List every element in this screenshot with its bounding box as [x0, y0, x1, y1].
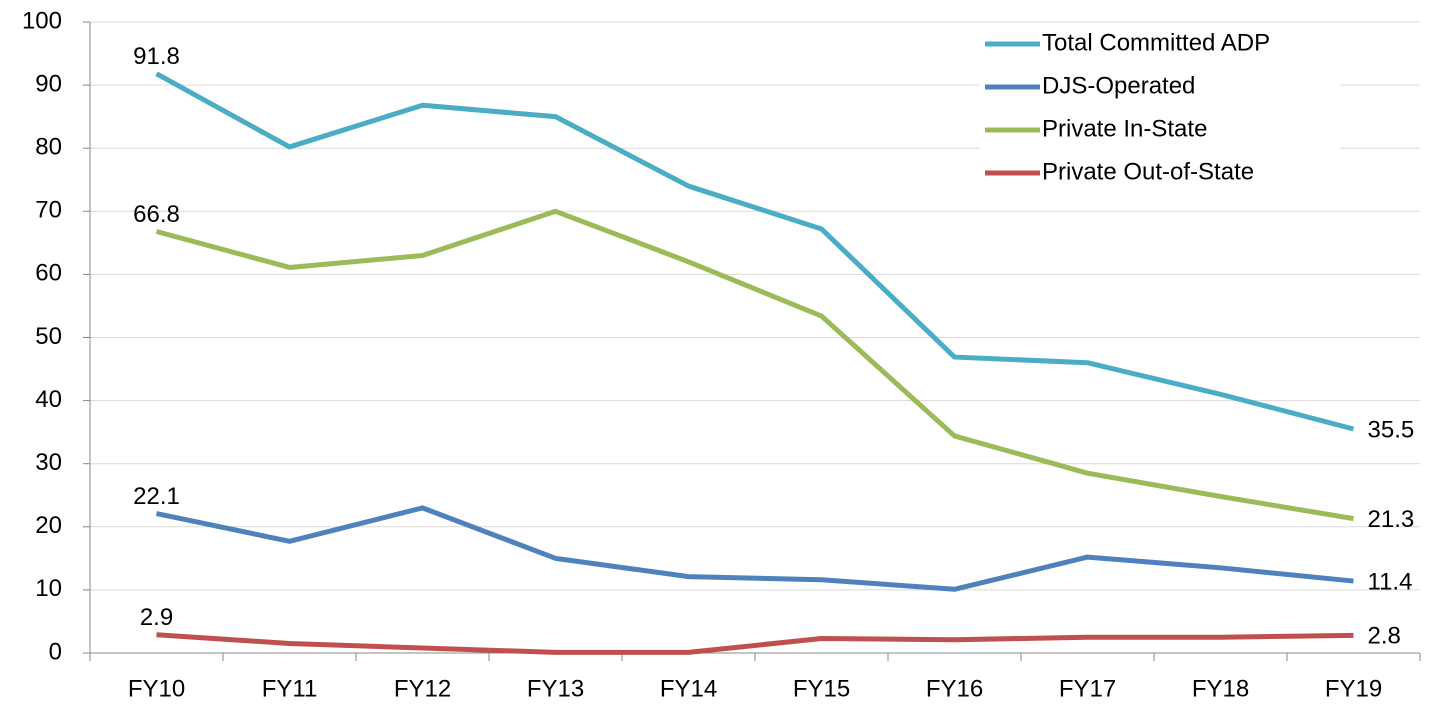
data-label: 35.5 — [1368, 416, 1415, 443]
y-tick-label: 0 — [49, 638, 62, 665]
x-tick-label: FY12 — [394, 675, 451, 702]
data-label: 22.1 — [133, 483, 180, 510]
legend-label: DJS-Operated — [1042, 72, 1195, 99]
y-tick-label: 80 — [35, 134, 62, 161]
legend-label: Private Out-of-State — [1042, 158, 1254, 185]
x-tick-label: FY17 — [1059, 675, 1116, 702]
x-tick-label: FY10 — [128, 675, 185, 702]
y-tick-label: 10 — [35, 575, 62, 602]
y-tick-label: 70 — [35, 197, 62, 224]
line-series — [155, 505, 1354, 592]
data-label: 11.4 — [1368, 568, 1413, 595]
y-tick-label: 60 — [35, 260, 62, 287]
legend-label: Total Committed ADP — [1042, 29, 1270, 56]
x-tick-label: FY11 — [262, 675, 318, 702]
x-tick-label: FY13 — [527, 675, 584, 702]
data-label: 2.8 — [1368, 623, 1401, 650]
y-tick-label: 100 — [22, 7, 62, 34]
legend-label: Private In-State — [1042, 115, 1207, 142]
x-tick-label: FY16 — [926, 675, 983, 702]
line-series — [155, 208, 1354, 522]
data-label: 2.9 — [140, 604, 173, 631]
line-series — [156, 632, 1354, 655]
data-label: 66.8 — [133, 201, 180, 228]
data-label: 21.3 — [1368, 506, 1415, 533]
y-tick-label: 20 — [35, 512, 62, 539]
x-tick-label: FY19 — [1325, 675, 1382, 702]
y-tick-label: 90 — [35, 70, 62, 97]
data-label: 91.8 — [133, 43, 180, 70]
legend-background — [980, 25, 1340, 195]
x-tick-label: FY15 — [793, 675, 850, 702]
y-tick-label: 40 — [35, 386, 62, 413]
line-series — [155, 71, 1355, 432]
x-tick-label: FY18 — [1192, 675, 1249, 702]
x-tick-label: FY14 — [660, 675, 717, 702]
y-tick-label: 30 — [35, 449, 62, 476]
y-tick-label: 50 — [35, 323, 62, 350]
